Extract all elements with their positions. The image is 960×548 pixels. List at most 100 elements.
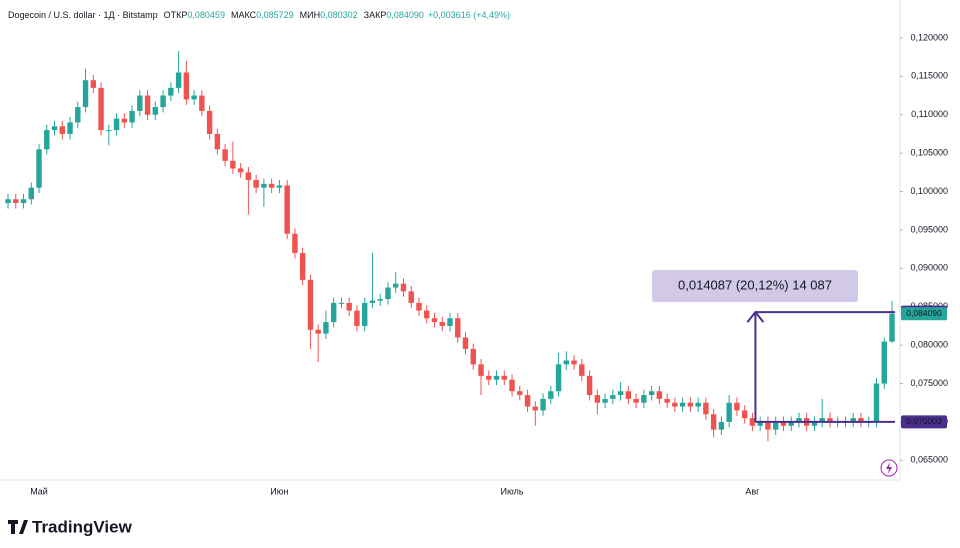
candle-body [710, 414, 717, 430]
candle-body [602, 398, 608, 403]
candle-body [106, 130, 112, 132]
candle-body [687, 402, 694, 407]
legend-label: МИН [300, 10, 320, 20]
candle-body [431, 318, 438, 323]
measure-from-label: 0,070003 [906, 416, 942, 426]
legend-label: ЗАКР [364, 10, 387, 20]
x-tick-label: Авг [745, 486, 760, 496]
candle-body [493, 375, 500, 380]
candle-body [113, 118, 120, 131]
candle-body [330, 302, 337, 323]
candle-body [346, 302, 352, 311]
candle-body [625, 391, 632, 399]
candle-body [889, 313, 895, 342]
last-price-label-bg [901, 307, 947, 321]
candle-body [276, 185, 283, 188]
candle-body [51, 126, 58, 131]
measure-from-label-bg [901, 415, 947, 429]
candle-body [501, 375, 507, 380]
candle-body [168, 87, 174, 96]
measure-box [652, 270, 858, 303]
y-tick-label: 0,075000 [910, 378, 948, 388]
candle-body [726, 402, 732, 422]
candle-body [230, 160, 236, 169]
y-tick-label: 0,100000 [910, 186, 948, 196]
candle-body [540, 398, 546, 411]
candle-body [524, 395, 531, 407]
candle-body [532, 406, 539, 411]
candle-body [307, 279, 314, 330]
candle-body [881, 341, 887, 384]
x-tick-label: Июль [501, 486, 524, 496]
legend-value: 0,085729 [256, 10, 294, 20]
candle-body [424, 310, 430, 319]
candle-body [656, 391, 663, 399]
symbol: Dogecoin / U.S. dollar · 1Д · Bitstamp [8, 10, 158, 20]
measure-text: 0,014087 (20,12%) 14 087 [678, 278, 832, 293]
candle-body [191, 95, 197, 100]
candle-body [641, 395, 647, 403]
candle-body [579, 364, 585, 376]
candle-body [137, 95, 143, 111]
candle-body [617, 391, 624, 396]
candle-body [462, 337, 469, 349]
header: Dogecoin / U.S. dollar · 1Д · Bitstamp ОТ… [8, 10, 510, 20]
candle-body [121, 118, 128, 123]
candle-body [245, 172, 252, 181]
candle-body [400, 283, 407, 292]
legend-label: ОТКР [164, 10, 188, 20]
candle-body [385, 287, 391, 300]
candle-body [811, 421, 818, 426]
candle-body [718, 421, 725, 430]
candle-body [695, 402, 701, 407]
last-price-label: 0,084090 [906, 308, 942, 318]
candle-body [586, 375, 593, 396]
candle-body [486, 375, 492, 380]
candle-body [796, 418, 802, 422]
candle-body [323, 322, 329, 334]
candle-body [648, 391, 655, 396]
candle-body [36, 149, 42, 188]
candle-body [563, 360, 570, 365]
x-tick-label: Май [30, 486, 48, 496]
candle-body [555, 364, 562, 392]
candle-body [369, 300, 376, 303]
logo: TradingView [8, 517, 133, 536]
candle-body [439, 322, 445, 326]
candle-body [478, 364, 484, 376]
change: +0,003616 (+4,49%) [428, 10, 510, 20]
legend-label: МАКС [231, 10, 257, 20]
candle-body [788, 421, 794, 426]
candle-body [819, 418, 825, 422]
candle-body [237, 168, 244, 173]
candle-body [858, 418, 864, 422]
candle-body [20, 199, 27, 204]
icon [880, 459, 898, 477]
candle-body [315, 329, 321, 334]
candle-body [610, 395, 616, 399]
candle-body [703, 402, 709, 415]
legend-value: 0,084090 [386, 10, 424, 20]
candle-body [222, 149, 228, 161]
candle-body [780, 421, 787, 426]
candle-body [772, 421, 779, 430]
candle-body [455, 318, 461, 338]
y-tick-label: 0,090000 [910, 263, 948, 273]
candle-body [749, 418, 756, 426]
candle-body [741, 410, 748, 419]
candle-body [5, 199, 11, 204]
candle-body [152, 107, 159, 115]
candle-body [338, 302, 345, 304]
candle-body [765, 421, 771, 430]
candle-body [261, 183, 267, 188]
y-tick-label: 0,080000 [910, 340, 948, 350]
candle-body [67, 122, 73, 134]
candle-body [633, 398, 639, 403]
candle-body [44, 130, 50, 150]
candle-body [447, 318, 453, 326]
candle-body [672, 402, 678, 407]
y-tick-label: 0,120000 [910, 32, 948, 42]
candle-body [175, 72, 182, 88]
candle-body [757, 421, 763, 426]
